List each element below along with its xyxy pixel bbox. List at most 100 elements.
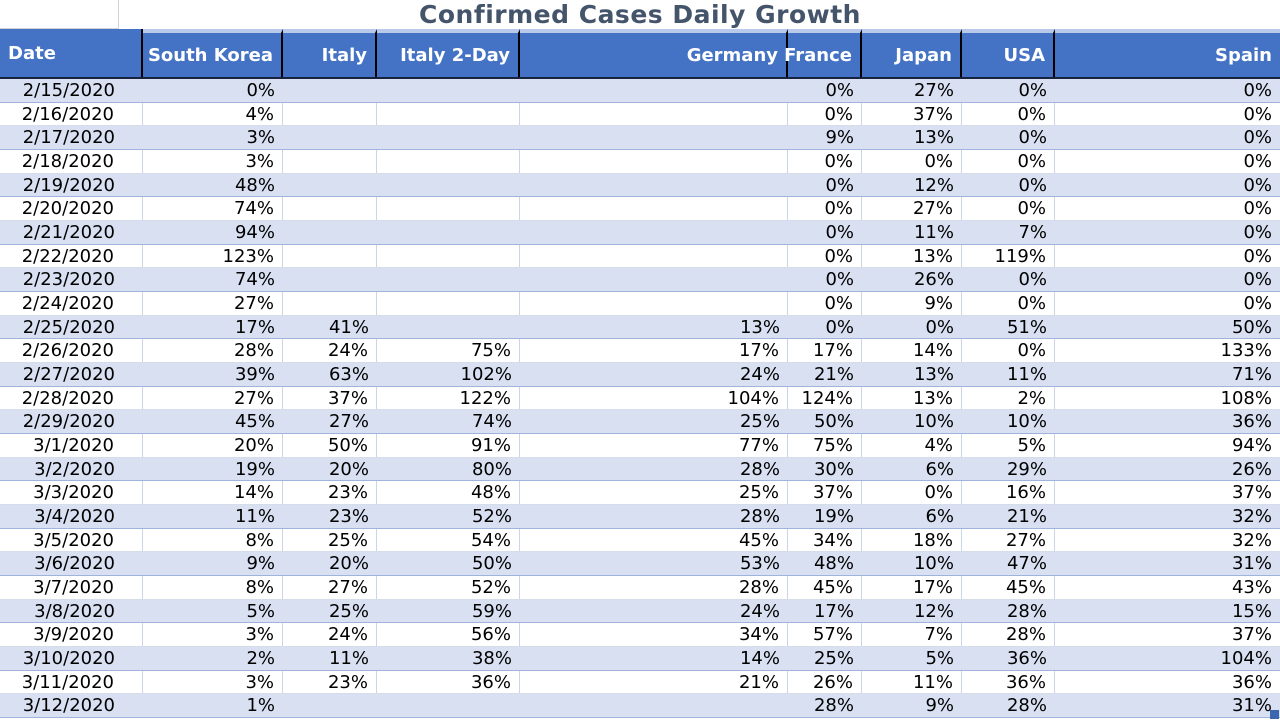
date-cell[interactable]: 2/24/2020 (0, 292, 143, 315)
value-cell[interactable]: 0% (1018, 269, 1047, 291)
value-cell[interactable]: 2% (246, 647, 275, 669)
value-cell[interactable]: 24% (739, 363, 780, 385)
value-cell[interactable]: 23% (283, 481, 377, 505)
value-cell[interactable]: 27% (862, 197, 962, 221)
value-cell[interactable]: 0% (1243, 221, 1272, 243)
value-cell[interactable]: 0% (1018, 127, 1047, 149)
value-cell[interactable]: 32% (1231, 505, 1272, 527)
value-cell[interactable]: 9% (246, 553, 275, 575)
value-cell[interactable]: 20% (328, 458, 369, 480)
date-cell[interactable]: 2/17/2020 (22, 127, 115, 149)
value-cell[interactable]: 108% (1220, 387, 1272, 409)
value-cell[interactable]: 0% (962, 102, 1055, 126)
value-cell[interactable]: 28% (143, 339, 283, 363)
value-cell[interactable]: 53% (739, 553, 780, 575)
date-cell[interactable]: 2/28/2020 (0, 386, 143, 410)
value-cell[interactable] (283, 174, 377, 197)
value-cell[interactable] (377, 126, 520, 149)
empty-corner-cell[interactable] (0, 0, 119, 29)
value-cell[interactable]: 0% (788, 244, 862, 268)
value-cell[interactable]: 24% (283, 339, 377, 363)
value-cell[interactable]: 104% (520, 386, 788, 410)
value-cell[interactable]: 25% (283, 528, 377, 552)
value-cell[interactable]: 0% (962, 150, 1055, 173)
value-cell[interactable]: 17% (234, 316, 275, 338)
value-cell[interactable]: 47% (1006, 553, 1047, 575)
value-cell[interactable]: 27% (143, 292, 283, 315)
header-cell-italy[interactable]: Italy (283, 29, 377, 77)
value-cell[interactable]: 14% (143, 481, 283, 505)
value-cell[interactable]: 74% (234, 269, 275, 291)
value-cell[interactable]: 0% (1243, 103, 1272, 125)
date-cell[interactable]: 3/5/2020 (0, 528, 143, 552)
date-cell[interactable]: 3/4/2020 (34, 505, 115, 527)
value-cell[interactable]: 28% (739, 458, 780, 480)
value-cell[interactable] (377, 174, 520, 197)
value-cell[interactable]: 9% (825, 127, 854, 149)
value-cell[interactable]: 0% (1018, 79, 1047, 101)
date-cell[interactable]: 3/3/2020 (0, 481, 143, 505)
value-cell[interactable]: 12% (913, 174, 954, 196)
value-cell[interactable]: 6% (925, 458, 954, 480)
value-cell[interactable]: 102% (460, 363, 512, 385)
value-cell[interactable]: 48% (234, 174, 275, 196)
value-cell[interactable]: 3% (246, 127, 275, 149)
value-cell[interactable]: 25% (813, 647, 854, 669)
value-cell[interactable]: 119% (962, 244, 1055, 268)
value-cell[interactable]: 17% (788, 339, 862, 363)
date-cell[interactable]: 2/29/2020 (22, 411, 115, 433)
value-cell[interactable]: 13% (739, 316, 780, 338)
value-cell[interactable]: 133% (1220, 340, 1272, 362)
value-cell[interactable]: 0% (246, 79, 275, 101)
header-cell-date[interactable]: Date (0, 29, 143, 77)
value-cell[interactable] (283, 221, 377, 244)
value-cell[interactable]: 26% (1231, 458, 1272, 480)
value-cell[interactable]: 52% (471, 505, 512, 527)
value-cell[interactable] (283, 126, 377, 149)
value-cell[interactable]: 0% (825, 316, 854, 338)
value-cell[interactable]: 17% (813, 600, 854, 622)
value-cell[interactable]: 14% (862, 339, 962, 363)
value-cell[interactable]: 71% (1231, 363, 1272, 385)
value-cell[interactable]: 51% (1006, 316, 1047, 338)
date-cell[interactable]: 3/2/2020 (34, 458, 115, 480)
date-cell[interactable]: 2/15/2020 (22, 79, 115, 101)
value-cell[interactable]: 74% (143, 197, 283, 221)
value-cell[interactable]: 34% (788, 528, 862, 552)
value-cell[interactable]: 3% (143, 150, 283, 173)
value-cell[interactable]: 20% (143, 434, 283, 457)
header-cell-usa[interactable]: USA (962, 29, 1055, 77)
value-cell[interactable]: 37% (1231, 624, 1272, 646)
value-cell[interactable] (283, 694, 377, 717)
value-cell[interactable]: 0% (925, 316, 954, 338)
value-cell[interactable]: 21% (813, 363, 854, 385)
value-cell[interactable]: 48% (377, 481, 520, 505)
date-cell[interactable]: 2/25/2020 (22, 316, 115, 338)
value-cell[interactable]: 0% (825, 269, 854, 291)
value-cell[interactable]: 37% (788, 481, 862, 505)
value-cell[interactable] (520, 197, 788, 221)
value-cell[interactable]: 0% (788, 150, 862, 173)
value-cell[interactable] (520, 126, 788, 149)
date-cell[interactable]: 3/9/2020 (0, 623, 143, 647)
value-cell[interactable]: 16% (962, 481, 1055, 505)
date-cell[interactable]: 3/6/2020 (34, 553, 115, 575)
value-cell[interactable] (377, 268, 520, 291)
value-cell[interactable]: 19% (234, 458, 275, 480)
value-cell[interactable]: 48% (813, 553, 854, 575)
value-cell[interactable] (377, 79, 520, 102)
date-cell[interactable]: 3/10/2020 (22, 647, 115, 669)
value-cell[interactable]: 3% (143, 623, 283, 647)
value-cell[interactable]: 19% (813, 505, 854, 527)
value-cell[interactable]: 28% (520, 576, 788, 599)
value-cell[interactable]: 94% (1231, 434, 1272, 456)
value-cell[interactable]: 36% (962, 670, 1055, 694)
value-cell[interactable]: 0% (1243, 150, 1272, 172)
value-cell[interactable]: 14% (739, 647, 780, 669)
value-cell[interactable] (283, 268, 377, 291)
value-cell[interactable]: 28% (813, 695, 854, 717)
value-cell[interactable]: 27% (328, 411, 369, 433)
value-cell[interactable]: 10% (913, 411, 954, 433)
value-cell[interactable] (377, 316, 520, 339)
date-cell[interactable]: 2/22/2020 (0, 244, 143, 268)
